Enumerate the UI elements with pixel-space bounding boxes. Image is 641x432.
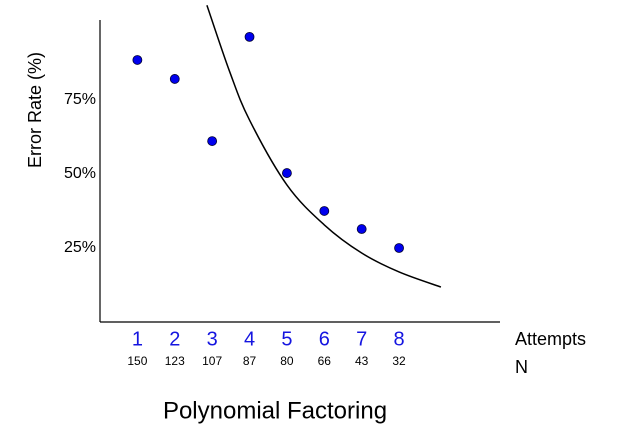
- count-label: 80: [280, 354, 294, 368]
- x-tick-label: 4: [244, 328, 255, 350]
- y-tick-label: 75%: [64, 91, 96, 108]
- data-point: [319, 206, 330, 216]
- data-point: [132, 55, 143, 65]
- count-label: 87: [243, 354, 257, 368]
- count-label: 66: [318, 354, 332, 368]
- x-tick-label: 7: [356, 328, 367, 350]
- x-axis-label: N: [515, 357, 528, 377]
- count-label: 150: [127, 354, 147, 368]
- data-point: [244, 31, 255, 42]
- count-label: 32: [392, 354, 406, 368]
- y-tick-label: 25%: [64, 239, 96, 256]
- x-tick-label: 1: [132, 328, 143, 350]
- x-tick-label: 3: [207, 328, 218, 350]
- chart-title: Polynomial Factoring: [163, 397, 387, 424]
- data-point: [356, 224, 367, 234]
- y-axis-label: Error Rate (%): [25, 52, 45, 168]
- data-point: [394, 243, 404, 253]
- fit-curve: [206, 4, 442, 288]
- x-axis-label: Attempts: [515, 329, 586, 349]
- count-label: 107: [202, 354, 222, 368]
- x-tick-label: 2: [169, 328, 180, 350]
- data-point: [282, 168, 292, 178]
- data-point: [207, 136, 218, 146]
- count-label: 43: [355, 354, 369, 368]
- data-point: [169, 74, 180, 84]
- x-tick-label: 5: [281, 328, 292, 350]
- x-tick-label: 8: [394, 328, 405, 350]
- count-label: 123: [165, 354, 185, 368]
- y-tick-label: 50%: [64, 165, 96, 182]
- x-tick-label: 6: [319, 328, 330, 350]
